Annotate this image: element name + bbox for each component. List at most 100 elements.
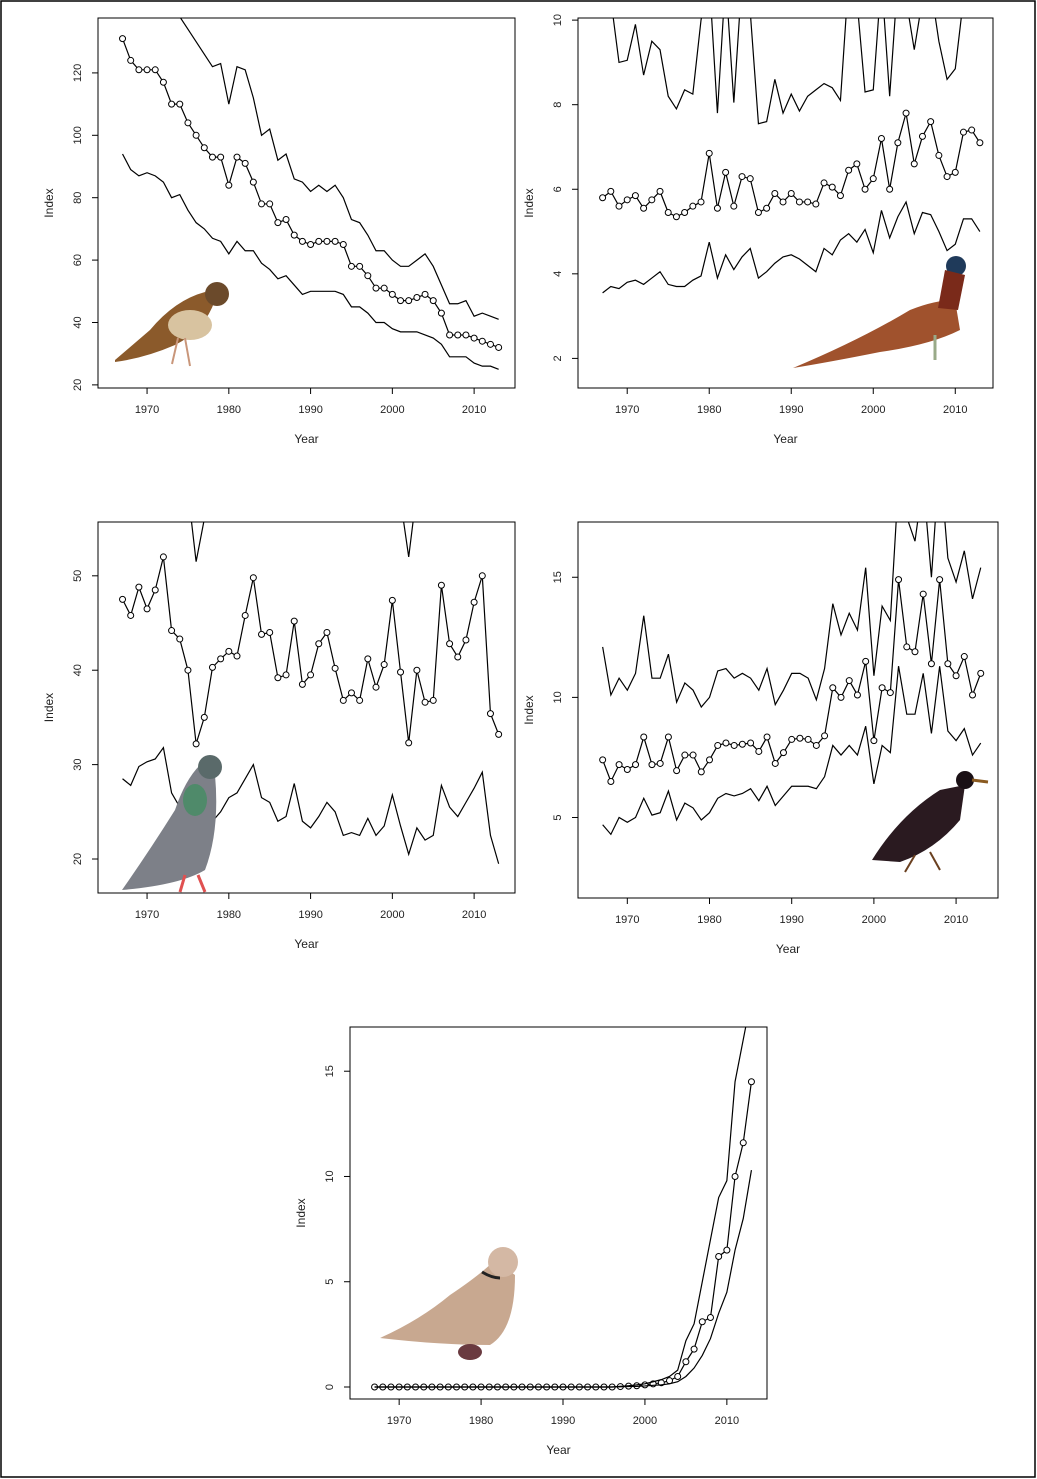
point-marker	[697, 198, 705, 206]
point-marker	[746, 175, 754, 183]
point-marker	[478, 572, 486, 580]
x-tick-label: 2000	[862, 914, 886, 926]
point-marker	[143, 605, 151, 613]
point-marker	[648, 761, 656, 769]
point-marker	[795, 198, 803, 206]
point-marker	[274, 674, 282, 682]
point-marker	[722, 739, 730, 747]
point-marker	[845, 166, 853, 174]
chart: 1970 1980 1990 2000 2010 5 10 15 Year Index	[522, 521, 999, 956]
point-marker	[739, 1139, 747, 1147]
point-marker	[119, 595, 127, 603]
y-tick-label: 5	[552, 814, 564, 820]
point-marker	[192, 740, 200, 748]
series-line	[602, 666, 982, 836]
x-tick-label: 2000	[861, 404, 885, 416]
point-marker	[837, 693, 845, 701]
pheasant-illustration	[793, 256, 966, 368]
point-marker	[323, 237, 331, 245]
point-marker	[339, 240, 347, 248]
plot-frame	[577, 17, 994, 389]
point-marker	[356, 696, 364, 704]
point-marker	[697, 768, 705, 776]
point-marker	[705, 149, 713, 157]
point-marker	[315, 237, 323, 245]
point-marker	[388, 596, 396, 604]
point-marker	[771, 759, 779, 767]
point-marker	[902, 109, 910, 117]
point-marker	[895, 576, 903, 584]
point-marker	[151, 586, 159, 594]
plot-area	[119, 18, 503, 370]
x-tick-label: 2000	[380, 909, 404, 921]
x-tick-label: 2010	[462, 909, 486, 921]
point-marker	[347, 262, 355, 270]
x-axis-title: Year	[546, 1443, 570, 1457]
point-marker	[184, 119, 192, 127]
point-marker	[307, 240, 315, 248]
point-marker	[413, 666, 421, 674]
y-tick-label: 40	[72, 664, 84, 676]
plot-frame	[97, 17, 516, 389]
x-tick-label: 1990	[779, 914, 803, 926]
point-marker	[853, 691, 861, 699]
point-marker	[176, 100, 184, 108]
y-tick-label: 5	[324, 1279, 336, 1285]
point-marker	[853, 160, 861, 168]
point-marker	[674, 1372, 682, 1380]
x-tick-label: 1990	[779, 404, 803, 416]
point-marker	[976, 139, 984, 147]
point-marker	[706, 1314, 714, 1322]
x-tick-label: 1990	[298, 909, 322, 921]
point-marker	[339, 696, 347, 704]
point-marker	[968, 126, 976, 134]
point-marker	[730, 202, 738, 210]
point-marker	[738, 740, 746, 748]
point-marker	[233, 153, 241, 161]
series-line	[121, 153, 499, 370]
point-marker	[282, 671, 290, 679]
point-marker	[364, 655, 372, 663]
point-marker	[200, 713, 208, 721]
point-marker	[664, 733, 672, 741]
point-marker	[208, 153, 216, 161]
point-marker	[747, 1078, 755, 1086]
y-tick-label: 50	[72, 570, 84, 582]
point-marker	[969, 691, 977, 699]
point-marker	[380, 661, 388, 669]
point-marker	[282, 216, 290, 224]
point-marker	[135, 583, 143, 591]
point-marker	[779, 198, 787, 206]
y-tick-label: 120	[72, 64, 84, 82]
point-marker	[372, 284, 380, 292]
point-marker	[249, 574, 257, 582]
y-axis-title: Index	[522, 188, 536, 217]
point-marker	[861, 185, 869, 193]
starling-illustration	[872, 771, 989, 873]
x-tick-label: 1990	[551, 1415, 575, 1427]
point-marker	[820, 179, 828, 187]
point-marker	[372, 683, 380, 691]
y-tick-label: 100	[72, 126, 84, 144]
point-marker	[446, 640, 454, 648]
point-marker	[413, 294, 421, 302]
point-marker	[462, 636, 470, 644]
point-marker	[730, 741, 738, 749]
point-marker	[454, 653, 462, 661]
point-marker	[943, 173, 951, 181]
x-tick-label: 1970	[135, 404, 159, 416]
point-marker	[911, 648, 919, 656]
plot-area	[599, 18, 984, 294]
point-marker	[631, 192, 639, 200]
point-marker	[723, 1246, 731, 1254]
point-marker	[347, 689, 355, 697]
point-marker	[910, 160, 918, 168]
x-tick-label: 2010	[715, 1415, 739, 1427]
point-marker	[495, 730, 503, 738]
point-marker	[208, 663, 216, 671]
plot-area	[371, 1027, 755, 1391]
point-marker	[713, 204, 721, 212]
y-tick-label: 6	[552, 186, 564, 192]
y-tick-label: 10	[324, 1170, 336, 1182]
point-marker	[672, 213, 680, 221]
